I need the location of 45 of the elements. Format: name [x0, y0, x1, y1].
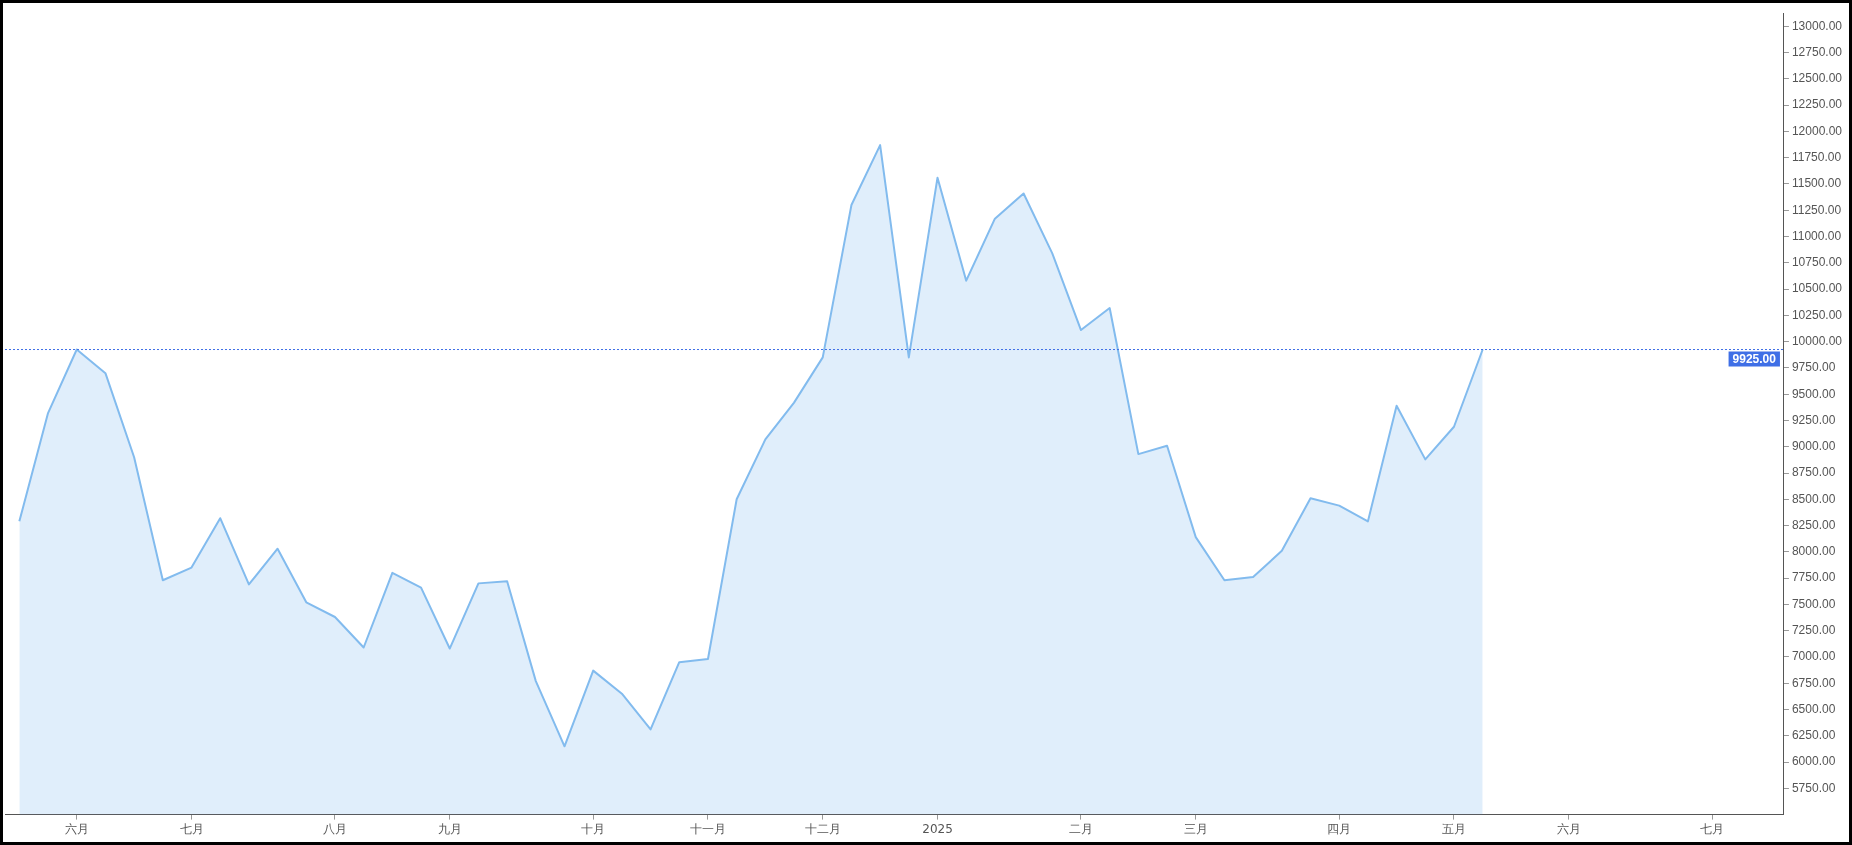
y-tick-label: 9000.00: [1791, 439, 1836, 454]
x-tick-label: 七月: [179, 821, 204, 836]
y-tick-label: 11500.00: [1791, 176, 1842, 191]
y-tick-label: 12500.00: [1791, 71, 1843, 86]
y-tick-label: 9750.00: [1791, 360, 1836, 375]
y-tick-label: 5750.00: [1791, 780, 1836, 795]
y-tick-label: 12750.00: [1791, 44, 1843, 59]
x-tick-label: 十月: [581, 821, 606, 836]
x-tick-label: 十一月: [689, 821, 726, 836]
y-tick-label: 11000.00: [1791, 228, 1842, 243]
y-tick-label: 10500.00: [1791, 281, 1843, 296]
x-tick-label: 二月: [1068, 821, 1093, 836]
y-tick-label: 11250.00: [1791, 202, 1842, 217]
y-tick-label: 11750.00: [1791, 150, 1842, 165]
y-tick-label: 8250.00: [1791, 517, 1836, 532]
y-tick-label: 6250.00: [1791, 728, 1836, 743]
y-tick-label: 8750.00: [1791, 465, 1836, 480]
y-tick-label: 6750.00: [1791, 675, 1836, 690]
y-tick-label: 10750.00: [1791, 255, 1843, 270]
x-tick-label: 四月: [1327, 821, 1352, 836]
x-tick-label: 三月: [1183, 821, 1208, 836]
y-tick-label: 10250.00: [1791, 307, 1843, 322]
y-tick-label: 6000.00: [1791, 754, 1836, 769]
y-tick-label: 7750.00: [1791, 570, 1836, 585]
x-tick-label: 2025: [922, 821, 953, 836]
y-tick-label: 8500.00: [1791, 491, 1836, 506]
x-tick-label: 五月: [1441, 821, 1466, 836]
y-tick-label: 13000.00: [1791, 18, 1843, 33]
y-tick-label: 7000.00: [1791, 649, 1836, 664]
y-tick-label: 9500.00: [1791, 386, 1836, 401]
x-tick-label: 九月: [437, 821, 462, 836]
y-tick-label: 7500.00: [1791, 596, 1836, 611]
y-tick-label: 6500.00: [1791, 701, 1836, 716]
x-tick-label: 八月: [322, 821, 347, 836]
x-tick-label: 七月: [1700, 821, 1725, 836]
y-tick-label: 12000.00: [1791, 123, 1843, 138]
x-tick-label: 六月: [1556, 821, 1581, 836]
x-tick-label: 六月: [64, 821, 89, 836]
y-tick-label: 7250.00: [1791, 622, 1836, 637]
y-tick-label: 12250.00: [1791, 97, 1843, 112]
ref-line-label: 9925.00: [1732, 351, 1777, 366]
y-tick-label: 9250.00: [1791, 412, 1836, 427]
x-tick-label: 十二月: [804, 821, 841, 836]
y-tick-label: 8000.00: [1791, 544, 1836, 559]
y-tick-label: 10000.00: [1791, 333, 1843, 348]
